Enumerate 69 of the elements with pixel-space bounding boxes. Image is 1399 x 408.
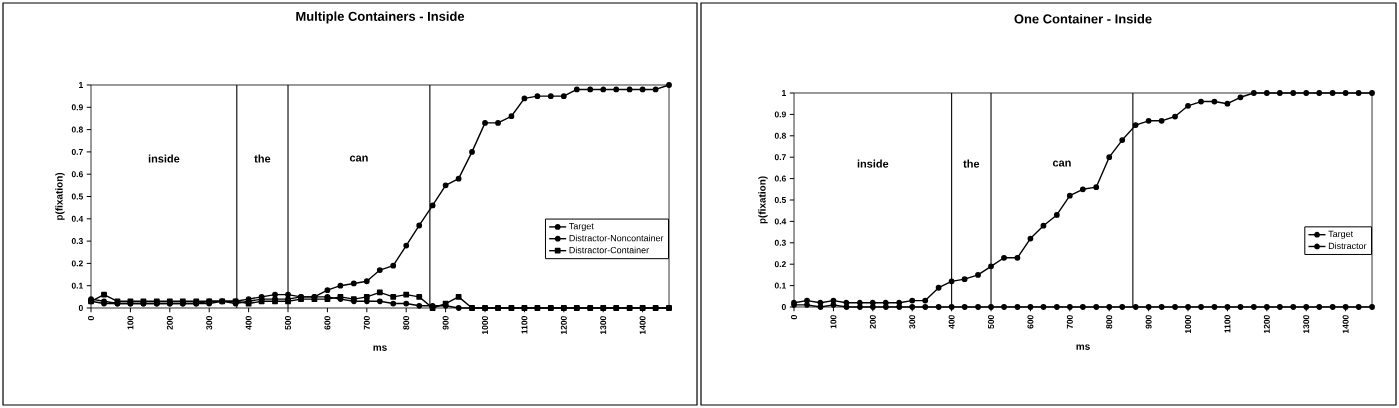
x-tick-label: 400 (245, 316, 252, 330)
y-axis-title: p(fixation) (55, 172, 65, 220)
x-tick-label: 300 (909, 315, 916, 329)
x-tick-label: 1000 (482, 316, 489, 335)
y-tick-label: 0 (78, 305, 83, 311)
x-tick-label: 1200 (560, 316, 567, 335)
y-tick-label: 0.9 (71, 104, 83, 111)
legend-label: Distractor-Container (569, 246, 649, 254)
annotation: the (254, 154, 271, 163)
y-tick-label: 0 (781, 304, 786, 310)
x-tick-label: 0 (88, 316, 94, 321)
y-tick-label: 0.5 (71, 193, 83, 200)
y-tick-label: 0.4 (774, 218, 787, 225)
x-tick-label: 1000 (1185, 315, 1192, 334)
y-tick-label: 0.3 (774, 239, 786, 246)
x-tick-label: 0 (791, 315, 798, 320)
chart-title: Multiple Containers - Inside (296, 11, 465, 24)
x-tick-label: 100 (830, 315, 837, 329)
x-tick-label: 200 (869, 315, 876, 329)
x-tick-label: 1100 (521, 316, 528, 334)
x-tick-label: 800 (1106, 315, 1113, 329)
y-tick-label: 0.3 (71, 238, 83, 245)
y-tick-label: 0.2 (71, 260, 83, 267)
x-tick-label: 900 (442, 316, 449, 330)
x-tick-label: 500 (988, 315, 995, 329)
x-tick-label: 200 (166, 316, 173, 330)
annotation: can (349, 155, 368, 162)
x-tick-label: 500 (285, 316, 292, 330)
x-tick-label: 800 (403, 316, 410, 330)
legend-label: Target (569, 223, 594, 232)
x-tick-label: 600 (1027, 315, 1034, 329)
x-tick-label: 700 (1066, 315, 1073, 329)
y-tick-label: 0.2 (774, 261, 786, 268)
y-tick-label: 0.1 (71, 282, 83, 289)
y-tick-label: 0.1 (774, 282, 787, 289)
y-tick-label: 0.5 (774, 197, 787, 203)
x-tick-label: 1400 (1342, 315, 1349, 334)
x-tick-label: 1300 (1303, 315, 1310, 334)
x-tick-label: 700 (363, 316, 370, 330)
x-tick-label: 300 (206, 316, 213, 330)
annotation: inside (857, 159, 889, 168)
x-axis-title: ms (1076, 344, 1090, 350)
x-tick-label: 1100 (1224, 315, 1231, 333)
x-tick-label: 1300 (600, 316, 607, 335)
x-tick-label: 400 (948, 315, 955, 329)
y-tick-label: 0.6 (774, 175, 786, 182)
y-tick-label: 0.8 (71, 126, 83, 133)
y-tick-label: 0.9 (774, 111, 786, 118)
y-tick-label: 1 (782, 90, 787, 96)
legend-label: Distractor-Noncontainer (569, 234, 664, 242)
x-tick-label: 100 (127, 316, 134, 330)
chart-title: One Container - Inside (1014, 13, 1152, 24)
x-tick-label: 900 (1145, 315, 1152, 329)
y-tick-label: 0.6 (71, 171, 83, 178)
y-tick-label: 0.7 (71, 148, 83, 155)
annotation: the (963, 159, 980, 168)
y-tick-label: 0.7 (774, 154, 786, 161)
annotation: can (1052, 160, 1071, 167)
y-tick-label: 0.8 (774, 132, 786, 139)
annotation: inside (148, 154, 180, 163)
x-tick-label: 1400 (639, 316, 646, 335)
x-tick-label: 1200 (1263, 315, 1270, 334)
y-tick-label: 1 (79, 82, 83, 88)
x-axis-title: ms (373, 345, 387, 351)
legend-label: Distractor (1328, 242, 1367, 250)
legend-label: Target (1328, 230, 1354, 239)
y-tick-label: 0.4 (71, 215, 84, 222)
y-axis-title: p(fixation) (758, 176, 768, 224)
x-tick-label: 600 (324, 316, 331, 330)
